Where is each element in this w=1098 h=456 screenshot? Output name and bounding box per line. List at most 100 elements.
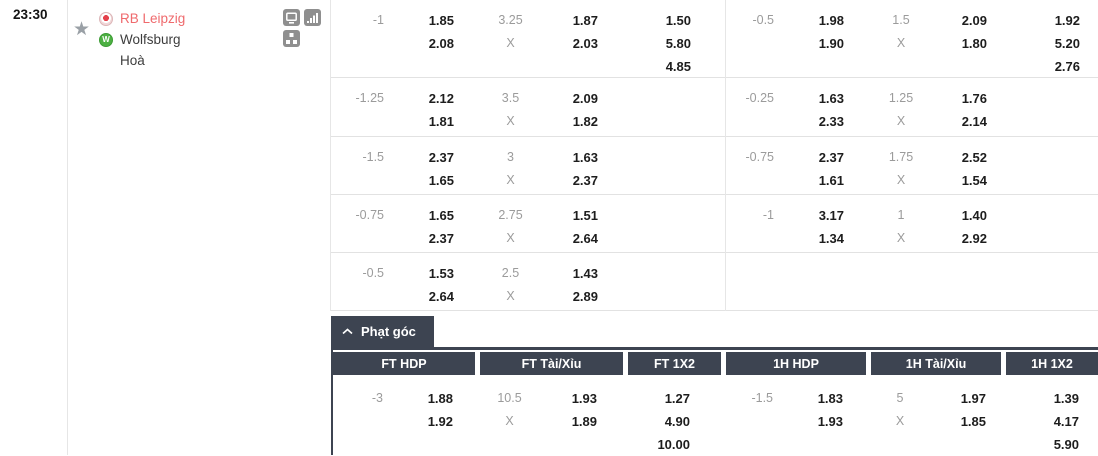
- odds-value[interactable]: 1.92: [1054, 13, 1080, 28]
- handicap-line: -0.5: [362, 266, 384, 280]
- favorite-star-icon[interactable]: ★: [73, 19, 91, 40]
- corner-header-1h-hdp: 1H HDP: [726, 352, 866, 375]
- odds-value[interactable]: 1.43: [572, 266, 598, 281]
- odds-value[interactable]: 2.92: [961, 231, 987, 246]
- live-tv-button[interactable]: [283, 9, 300, 26]
- odds-value[interactable]: 1.93: [571, 391, 597, 406]
- odds-value[interactable]: 3.17: [818, 208, 844, 223]
- corner-section-title: Phạt góc: [361, 324, 416, 339]
- stats-button[interactable]: [304, 9, 321, 26]
- odds-value[interactable]: 1.85: [428, 13, 454, 28]
- odds-value[interactable]: 4.90: [664, 414, 690, 429]
- odds-value[interactable]: 2.76: [1054, 59, 1080, 74]
- odds-value[interactable]: 1.61: [818, 173, 844, 188]
- odds-column: 1.43 2.89: [565, 262, 601, 310]
- away-team-name[interactable]: Wolfsburg: [120, 32, 181, 47]
- odds-value[interactable]: 1.97: [960, 391, 986, 406]
- odds-value[interactable]: 2.14: [961, 114, 987, 129]
- odds-column: 1.51 2.64: [565, 204, 601, 252]
- over-under-line: 10.5: [497, 391, 522, 405]
- odds-value[interactable]: 2.64: [572, 231, 598, 246]
- odds-column: 2.12 1.81: [391, 87, 456, 136]
- odds-column: [990, 204, 1086, 252]
- odds-column: 2.52 1.54: [956, 146, 990, 194]
- draw-x-label: X: [506, 36, 515, 50]
- corner-header-ft-1x2: FT 1X2: [628, 352, 721, 375]
- odds-value[interactable]: 1.53: [428, 266, 454, 281]
- odds-value[interactable]: 2.03: [572, 36, 598, 51]
- odds-value[interactable]: 10.00: [657, 437, 690, 452]
- odds-value[interactable]: 1.63: [572, 150, 598, 165]
- odds-column: 1.39 4.17 5.90: [989, 387, 1085, 456]
- odds-column: 1.92 5.20 2.76: [990, 9, 1086, 77]
- odds-value[interactable]: 2.64: [428, 289, 454, 304]
- odds-value[interactable]: 2.33: [818, 114, 844, 129]
- handicap-line: -0.5: [752, 13, 774, 27]
- odds-value[interactable]: 1.98: [818, 13, 844, 28]
- odds-value[interactable]: 1.65: [428, 173, 454, 188]
- left-odds-group: -1 1.85 2.08 3.25 X 1.87 2.03 1.50 5.80 4.85: [331, 0, 726, 77]
- odds-column: 2.37 1.65: [391, 146, 456, 194]
- draw-x-label: X: [896, 173, 906, 187]
- lineup-button[interactable]: [283, 30, 300, 47]
- left-odds-group: -1.5 2.37 1.65 3 X 1.63 2.37: [331, 137, 726, 194]
- odds-value[interactable]: 1.39: [1053, 391, 1079, 406]
- odds-value[interactable]: 2.08: [428, 36, 454, 51]
- odds-value[interactable]: 1.85: [960, 414, 986, 429]
- odds-value[interactable]: 1.90: [818, 36, 844, 51]
- home-team-row[interactable]: RB Leipzig: [99, 8, 185, 29]
- odds-value[interactable]: 1.92: [427, 414, 453, 429]
- odds-value[interactable]: 4.17: [1053, 414, 1079, 429]
- odds-value[interactable]: 1.80: [961, 36, 987, 51]
- odds-value[interactable]: 1.93: [817, 414, 843, 429]
- odds-value[interactable]: 1.40: [961, 208, 987, 223]
- odds-value[interactable]: 2.12: [428, 91, 454, 106]
- odds-column: [601, 87, 697, 136]
- odds-value[interactable]: 1.83: [817, 391, 843, 406]
- odds-column: 1.63 2.37: [565, 146, 601, 194]
- home-team-name[interactable]: RB Leipzig: [120, 11, 186, 26]
- odds-value[interactable]: 5.90: [1053, 437, 1079, 452]
- right-odds-group: [726, 253, 1098, 310]
- odds-column: 3.17 1.34: [781, 204, 846, 252]
- odds-column: 3.5 X: [456, 87, 565, 136]
- odds-value[interactable]: 1.89: [571, 414, 597, 429]
- odds-column: 1.75 X: [846, 146, 956, 194]
- odds-column: -0.5: [726, 9, 781, 77]
- corner-headers-row: FT HDP FT Tài/Xỉu FT 1X2 1H HDP 1H Tài/X…: [333, 352, 1098, 375]
- corner-section-toggle[interactable]: Phạt góc: [331, 316, 434, 347]
- odds-value[interactable]: 1.81: [428, 114, 454, 129]
- odds-row: -1.25 2.12 1.81 3.5 X 2.09 1.82 -0.25 1.63 2.33 1.…: [331, 78, 1098, 137]
- odds-value[interactable]: 1.76: [961, 91, 987, 106]
- odds-value[interactable]: 1.63: [818, 91, 844, 106]
- odds-value[interactable]: 5.80: [665, 36, 691, 51]
- odds-value[interactable]: 2.37: [428, 150, 454, 165]
- odds-column: 1.85 2.08: [391, 9, 456, 77]
- odds-value[interactable]: 1.87: [572, 13, 598, 28]
- odds-value[interactable]: 1.27: [664, 391, 690, 406]
- odds-value[interactable]: 2.37: [428, 231, 454, 246]
- odds-column: 1.63 2.33: [781, 87, 846, 136]
- odds-value[interactable]: 1.51: [572, 208, 598, 223]
- odds-value[interactable]: 2.37: [572, 173, 598, 188]
- odds-value[interactable]: 2.09: [961, 13, 987, 28]
- chevron-up-icon: [342, 328, 353, 335]
- odds-column: 1.87 2.03: [565, 9, 601, 77]
- odds-value[interactable]: 5.20: [1054, 36, 1080, 51]
- left-odds-group: -3 1.88 1.92 10.5 X 1.93 1.89 1.27 4.90 10.00: [330, 377, 725, 456]
- away-team-row[interactable]: Wolfsburg: [99, 29, 185, 50]
- odds-value[interactable]: 2.37: [818, 150, 844, 165]
- over-under-line: 2.75: [498, 208, 523, 222]
- odds-value[interactable]: 1.65: [428, 208, 454, 223]
- odds-value[interactable]: 1.50: [665, 13, 691, 28]
- odds-value[interactable]: 2.09: [572, 91, 598, 106]
- odds-value[interactable]: 1.88: [427, 391, 453, 406]
- odds-column: 1.93 1.89: [564, 387, 600, 456]
- odds-value[interactable]: 2.52: [961, 150, 987, 165]
- odds-value[interactable]: 1.34: [818, 231, 844, 246]
- odds-value[interactable]: 1.82: [572, 114, 598, 129]
- odds-value[interactable]: 4.85: [665, 59, 691, 74]
- odds-row: -0.5 1.53 2.64 2.5 X 1.43 2.89: [331, 253, 1098, 311]
- odds-value[interactable]: 1.54: [961, 173, 987, 188]
- odds-value[interactable]: 2.89: [572, 289, 598, 304]
